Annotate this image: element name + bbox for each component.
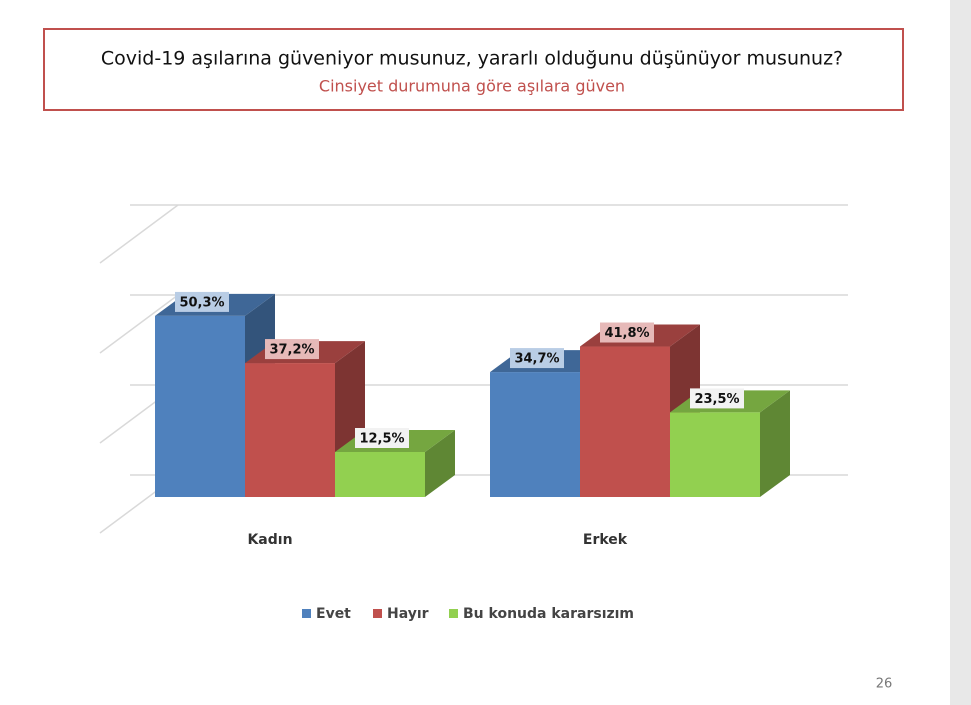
value-label: 23,5% (694, 392, 739, 407)
value-label: 34,7% (514, 352, 559, 367)
bar (155, 315, 245, 497)
bar (670, 412, 760, 497)
x-tick-label: Kadın (247, 532, 292, 548)
bar (580, 346, 670, 497)
grid-line (99, 204, 179, 264)
legend-label: Evet (316, 606, 351, 622)
x-tick-label: Erkek (583, 532, 628, 548)
legend-swatch (449, 609, 458, 618)
value-label: 41,8% (604, 326, 649, 341)
page-number: 26 (876, 677, 893, 692)
value-label: 12,5% (359, 432, 404, 447)
legend-swatch (373, 609, 382, 618)
value-label: 50,3% (179, 295, 224, 310)
legend-swatch (302, 609, 311, 618)
legend-label: Bu konuda kararsızım (463, 606, 634, 622)
bar-side (425, 430, 455, 497)
bar (490, 372, 580, 497)
value-label: 37,2% (269, 343, 314, 358)
bar (245, 363, 335, 497)
value-label-box (600, 322, 654, 343)
chart-title: Covid-19 aşılarına güveniyor musunuz, ya… (101, 48, 843, 70)
value-label-box (510, 348, 564, 369)
value-label-box (265, 339, 319, 360)
chart-subtitle: Cinsiyet durumuna göre aşılara güven (319, 77, 625, 96)
edge (950, 0, 971, 705)
title-box (43, 28, 904, 111)
value-label-box (175, 291, 229, 312)
bar-side (760, 390, 790, 497)
grid-line (99, 294, 179, 354)
value-label-box (355, 428, 409, 448)
value-label-box (690, 388, 744, 409)
legend-label: Hayır (387, 606, 429, 622)
bar (335, 452, 425, 497)
